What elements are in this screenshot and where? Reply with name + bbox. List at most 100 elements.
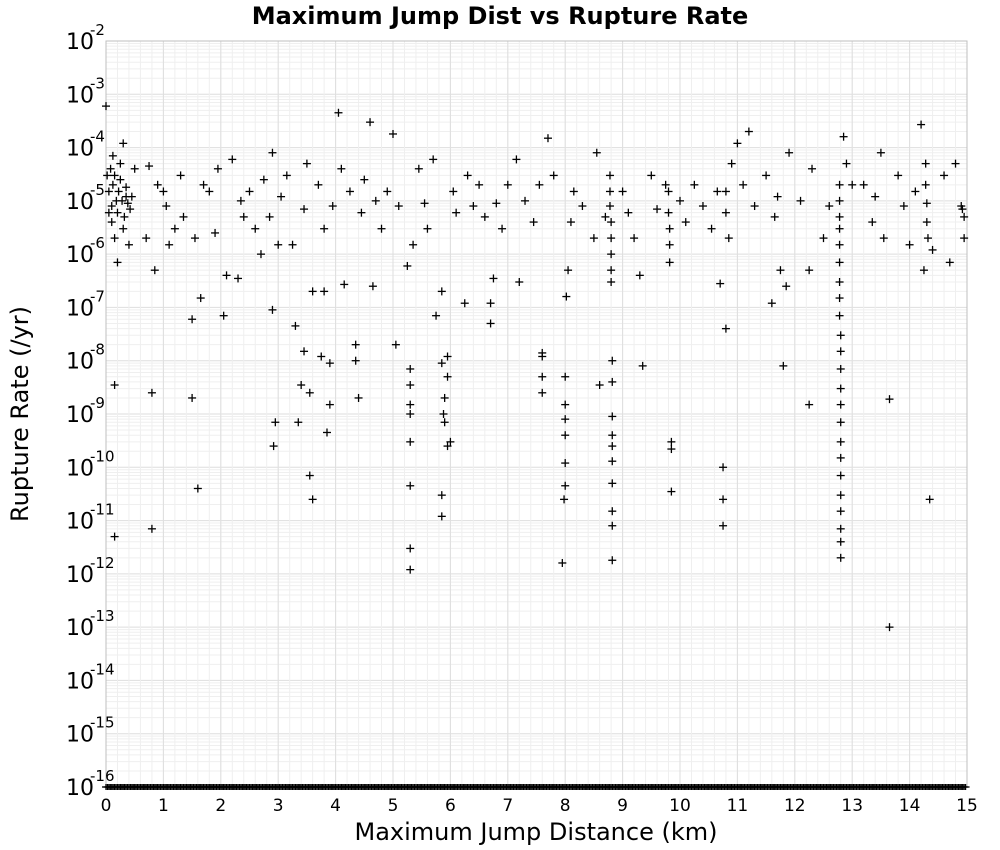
data-point: [569, 187, 578, 196]
data-point: [320, 287, 329, 296]
y-tick-base: 10: [66, 30, 94, 55]
data-point: [432, 311, 441, 320]
data-point: [713, 187, 722, 196]
data-point: [608, 356, 617, 365]
data-point: [165, 240, 174, 249]
data-point: [409, 240, 418, 249]
data-point: [835, 240, 844, 249]
data-point: [469, 202, 478, 211]
data-point: [452, 208, 461, 217]
y-tick-base: 10: [66, 83, 94, 108]
data-point: [308, 287, 317, 296]
data-points: [102, 102, 970, 790]
data-point: [446, 437, 455, 446]
data-point: [819, 234, 828, 243]
data-point: [403, 261, 412, 270]
data-point: [302, 159, 311, 168]
data-point: [549, 171, 558, 180]
data-point: [750, 202, 759, 211]
data-point: [118, 196, 127, 205]
data-point: [406, 565, 415, 574]
data-point: [836, 331, 845, 340]
data-point: [782, 282, 791, 291]
data-point: [291, 321, 300, 330]
data-point: [721, 187, 730, 196]
data-point: [744, 127, 753, 136]
data-point: [690, 180, 699, 189]
data-point: [835, 212, 844, 221]
data-point: [265, 212, 274, 221]
data-point: [126, 205, 135, 214]
data-point: [885, 623, 894, 632]
x-tick-label: 15: [956, 796, 978, 816]
data-point: [558, 558, 567, 567]
data-point: [463, 171, 472, 180]
data-point: [440, 418, 449, 427]
y-tick-label: 10-4: [66, 128, 105, 162]
data-point: [406, 400, 415, 409]
data-point: [607, 218, 616, 227]
data-point: [122, 192, 131, 201]
data-point: [561, 459, 570, 468]
data-point: [716, 279, 725, 288]
data-point: [664, 187, 673, 196]
data-point: [724, 234, 733, 243]
y-tick-label: 10-16: [66, 767, 115, 801]
y-tick-base: 10: [66, 350, 94, 375]
y-tick-exponent: -13: [90, 607, 115, 625]
data-point: [836, 537, 845, 546]
data-point: [719, 521, 728, 530]
data-point: [153, 180, 162, 189]
y-tick-label: 10-10: [66, 447, 115, 481]
data-point: [460, 299, 469, 308]
data-point: [911, 187, 920, 196]
data-point: [667, 437, 676, 446]
data-point: [836, 553, 845, 562]
data-point: [836, 418, 845, 427]
x-tick-label: 4: [330, 796, 341, 816]
data-point: [608, 479, 617, 488]
data-point: [836, 491, 845, 500]
data-point: [259, 175, 268, 184]
data-point: [228, 155, 237, 164]
data-point: [842, 159, 851, 168]
data-point: [176, 171, 185, 180]
data-point: [836, 347, 845, 356]
data-point: [406, 364, 415, 373]
data-point: [414, 164, 423, 173]
data-point: [480, 212, 489, 221]
data-point: [767, 299, 776, 308]
y-tick-exponent: -15: [90, 714, 115, 732]
data-point: [439, 410, 448, 418]
data-point: [825, 202, 834, 211]
data-point: [515, 278, 524, 287]
data-point: [503, 180, 512, 189]
data-point: [894, 171, 903, 180]
data-point: [796, 196, 805, 205]
data-point: [406, 410, 415, 418]
data-point: [661, 180, 670, 189]
data-point: [605, 187, 614, 196]
data-point: [721, 208, 730, 217]
data-point: [618, 187, 627, 196]
y-tick-label: 10-2: [66, 21, 105, 55]
data-point: [437, 287, 446, 296]
data-point: [538, 388, 547, 397]
data-point: [429, 155, 438, 164]
y-tick-base: 10: [66, 243, 94, 268]
data-point: [928, 245, 937, 254]
x-tick-label: 14: [899, 796, 921, 816]
data-point: [667, 487, 676, 496]
data-point: [608, 377, 617, 386]
x-tick-label: 7: [502, 796, 513, 816]
y-tick-base: 10: [66, 296, 94, 321]
data-point: [665, 240, 674, 249]
y-tick-base: 10: [66, 403, 94, 428]
data-point: [297, 381, 306, 390]
data-point: [921, 180, 930, 189]
data-point: [122, 183, 131, 192]
x-tick-label: 10: [669, 796, 691, 816]
data-point: [535, 180, 544, 189]
data-point: [145, 162, 154, 171]
